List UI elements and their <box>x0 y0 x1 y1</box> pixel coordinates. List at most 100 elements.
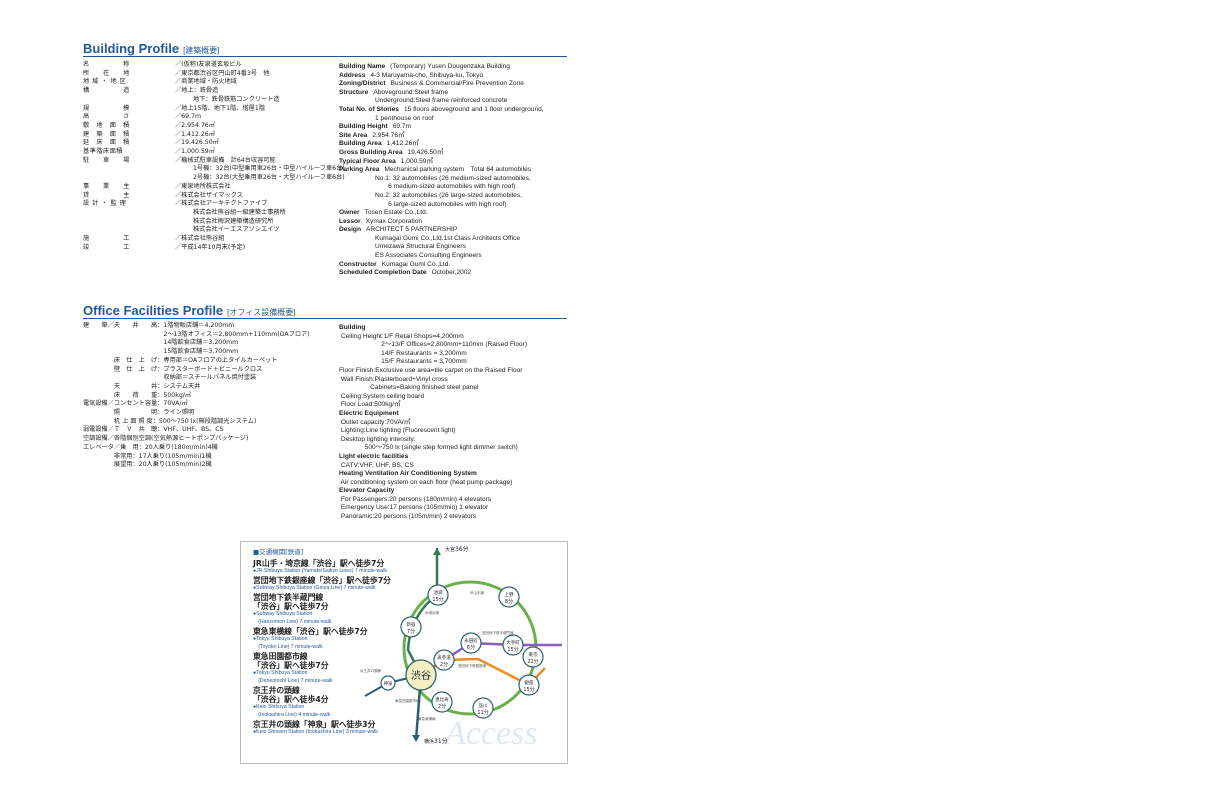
facility-line: 非常用：17人乗り(105m/min)1機 <box>83 452 212 460</box>
profile-row: 株式会社梅沢建築構造研究所 <box>83 218 345 227</box>
profile-row: Address 4-3 Maruyama-cho, Shibuya-ku, Tok… <box>339 72 544 81</box>
row-label: 設 計 ・ 監 理 <box>83 200 127 208</box>
row-label: Address <box>339 71 366 79</box>
facility-line: Lighting:Line lighting (Fluorescent ligh… <box>339 427 456 435</box>
row-value: ／1,412.26㎡ <box>175 130 215 138</box>
station-marker <box>431 691 453 713</box>
profile-row: Umezawa Structural Engineers <box>339 243 544 252</box>
route-english: ●Keio Shibuya Station <box>253 704 305 710</box>
profile-row: 基準階床面積 ／1,000.59㎡ <box>83 148 345 157</box>
profile-row: Total No. of Stories 15 floors abovegroun… <box>339 106 544 115</box>
route-english: ●Tokyu Shibuya Station <box>253 636 308 642</box>
facility-line: Elevator Capacity <box>339 487 395 495</box>
profile-row: 建 築 面 積 ／1,412.26㎡ <box>83 131 345 140</box>
line-label: 京王井の頭線 <box>360 668 381 673</box>
station-marker <box>472 697 494 719</box>
terminal-time: 31分 <box>434 737 448 745</box>
row-label: 基準階床面積 <box>83 148 124 156</box>
station-name: 東京 <box>529 651 538 658</box>
row-value: Kumagai Gumi Co.,Ltd.1st Class Architect… <box>375 234 520 242</box>
station-time: 15分 <box>432 596 443 603</box>
building-profile-title: Building Profile [建築概要] <box>83 41 220 56</box>
facility-line: CATV:VHF, UHF, BS, CS <box>339 461 414 469</box>
station-name: 永田町 <box>464 637 478 644</box>
route-name: 営団地下鉄半蔵門線 <box>253 593 324 602</box>
facility-line: Desktop lighting intensity: <box>339 435 416 443</box>
profile-row: Structure Aboveground:Steel frame <box>339 89 544 98</box>
facility-line: Outlet capacity:70VA/㎡ <box>339 418 411 426</box>
profile-row: 6 large-sized automobiles with high roof… <box>339 201 544 210</box>
station-marker <box>498 586 520 608</box>
facility-line: 建 築／天 井 高：1階物販店舗＝4,200mm <box>83 322 235 329</box>
facility-line: 15/F Restaurants = 3,700mm <box>339 358 467 366</box>
terminal-name: 大宮 <box>445 546 455 553</box>
row-label: 構 造 <box>83 87 130 95</box>
row-value: 株式会社熊谷組一級建築士事務所 <box>193 208 286 216</box>
row-value: ／東京都渋谷区円山町4番3号 他 <box>175 69 270 77</box>
row-value: Aboveground:Steel frame <box>373 88 449 96</box>
profile-row: Owner Tosen Estate Co.,Ltd. <box>339 209 544 218</box>
profile-row: No.1: 32 automobiles (26 medium-sized au… <box>339 175 544 184</box>
facility-line: For Passengers:20 persons (180m/min) 4 e… <box>339 495 492 503</box>
row-value: 15 floors aboveground and 1 floor underg… <box>403 105 544 113</box>
row-value: October,2002 <box>431 269 472 277</box>
hub-marker <box>405 659 437 691</box>
profile-row: Constructor Kumagai Gumi Co.,Ltd. <box>339 261 544 270</box>
section-divider <box>83 56 567 57</box>
profile-row: 株式会社熊谷組一級建築士事務所 <box>83 209 345 218</box>
arrow-down-icon <box>412 735 420 742</box>
facility-line: 展望用：20人乗り(105m/min)2機 <box>83 461 212 469</box>
row-label: 所 在 地 <box>83 69 130 77</box>
row-label: 事 業 主 <box>83 182 130 190</box>
station-name: 池袋 <box>434 589 443 596</box>
profile-row: Building Area 1,412.26㎡ <box>339 140 544 149</box>
row-label: 名 称 <box>83 61 130 68</box>
station-marker <box>400 616 422 638</box>
row-value: ／2,954.76㎡ <box>175 121 215 129</box>
profile-row: Building Name (Temporary) Yusen Dougenzak… <box>339 63 544 72</box>
station-name: 品川 <box>479 703 488 709</box>
facility-line: 電気設備／コンセント容量：70VA/㎡ <box>83 400 188 408</box>
facility-line: 15階飲食店舗＝3,700mm <box>83 348 239 356</box>
station-time: 8分 <box>505 598 513 605</box>
route-english: (Denentoshi Line) 7 minute-walk <box>253 678 333 684</box>
row-value: 6 large-sized automobiles with high roof… <box>375 200 507 208</box>
station-time: 2分 <box>440 661 448 668</box>
line-label: 営団地下鉄銀座線 <box>458 663 486 668</box>
row-value: Tosen Estate Co.,Ltd. <box>364 209 428 217</box>
row-value: 1,000.59㎡ <box>400 157 434 165</box>
profile-row: Typical Floor Area 1,000.59㎡ <box>339 158 544 167</box>
row-label: Building Name <box>339 63 386 70</box>
facility-line: Light electric facilities <box>339 452 409 460</box>
row-label: Design <box>339 226 361 234</box>
row-label: Scheduled Completion Date <box>339 269 427 277</box>
facility-line: 500〜750 lx (single step formed light dim… <box>339 444 518 452</box>
station-marker <box>427 584 449 606</box>
section-divider <box>83 318 567 319</box>
row-label: Owner <box>339 209 360 217</box>
row-value: 株式会社イーエスアソシエイツ <box>193 226 280 234</box>
office-profile-japanese: 建 築／天 井 高：1階物販店舗＝4,200mm 2〜13階オフィス＝2,800… <box>83 322 310 470</box>
row-value: No.1: 32 automobiles (26 medium-sized au… <box>375 174 531 182</box>
profile-row: 地 域 ・ 地 区 ／商業地域・防火地域 <box>83 78 345 87</box>
profile-row: 貸 主 ／株式会社ザイマックス <box>83 192 345 201</box>
route-name: 東急田園都市線 <box>253 652 308 661</box>
row-value: 2号機：32台(大型乗用車26台・大型ハイルーフ車6台) <box>193 174 345 182</box>
facility-line: 14階飲食店舗＝3,200mm <box>83 339 239 347</box>
facility-line: Floor Load:500kg/㎡ <box>339 401 401 409</box>
station-time: 15分 <box>507 646 518 653</box>
row-label: 規 模 <box>83 104 130 112</box>
facility-line: Air conditioning system on each floor (h… <box>339 478 513 486</box>
station-time: 22分 <box>527 658 538 665</box>
profile-row: 敷 地 面 積 ／2,954.76㎡ <box>83 122 345 131</box>
row-value: ARCHITECT 5 PARTNERSHIP <box>365 226 458 234</box>
row-label: Total No. of Stories <box>339 105 399 113</box>
station-time: 15分 <box>523 686 534 693</box>
profile-row: 事 業 主 ／東泉地所株式会社 <box>83 183 345 192</box>
facility-line: 床 仕 上 げ：専用部＝OAフロアの上タイルカーペット <box>83 356 278 364</box>
row-value: ／商業地域・防火地域 <box>175 78 237 86</box>
row-label: 敷 地 面 積 <box>83 121 130 129</box>
station-name: 銀座 <box>525 679 534 686</box>
facility-line: Floor Finish:Exclusive use area=tile car… <box>339 366 523 374</box>
row-value: ／株式会社ザイマックス <box>175 191 243 199</box>
